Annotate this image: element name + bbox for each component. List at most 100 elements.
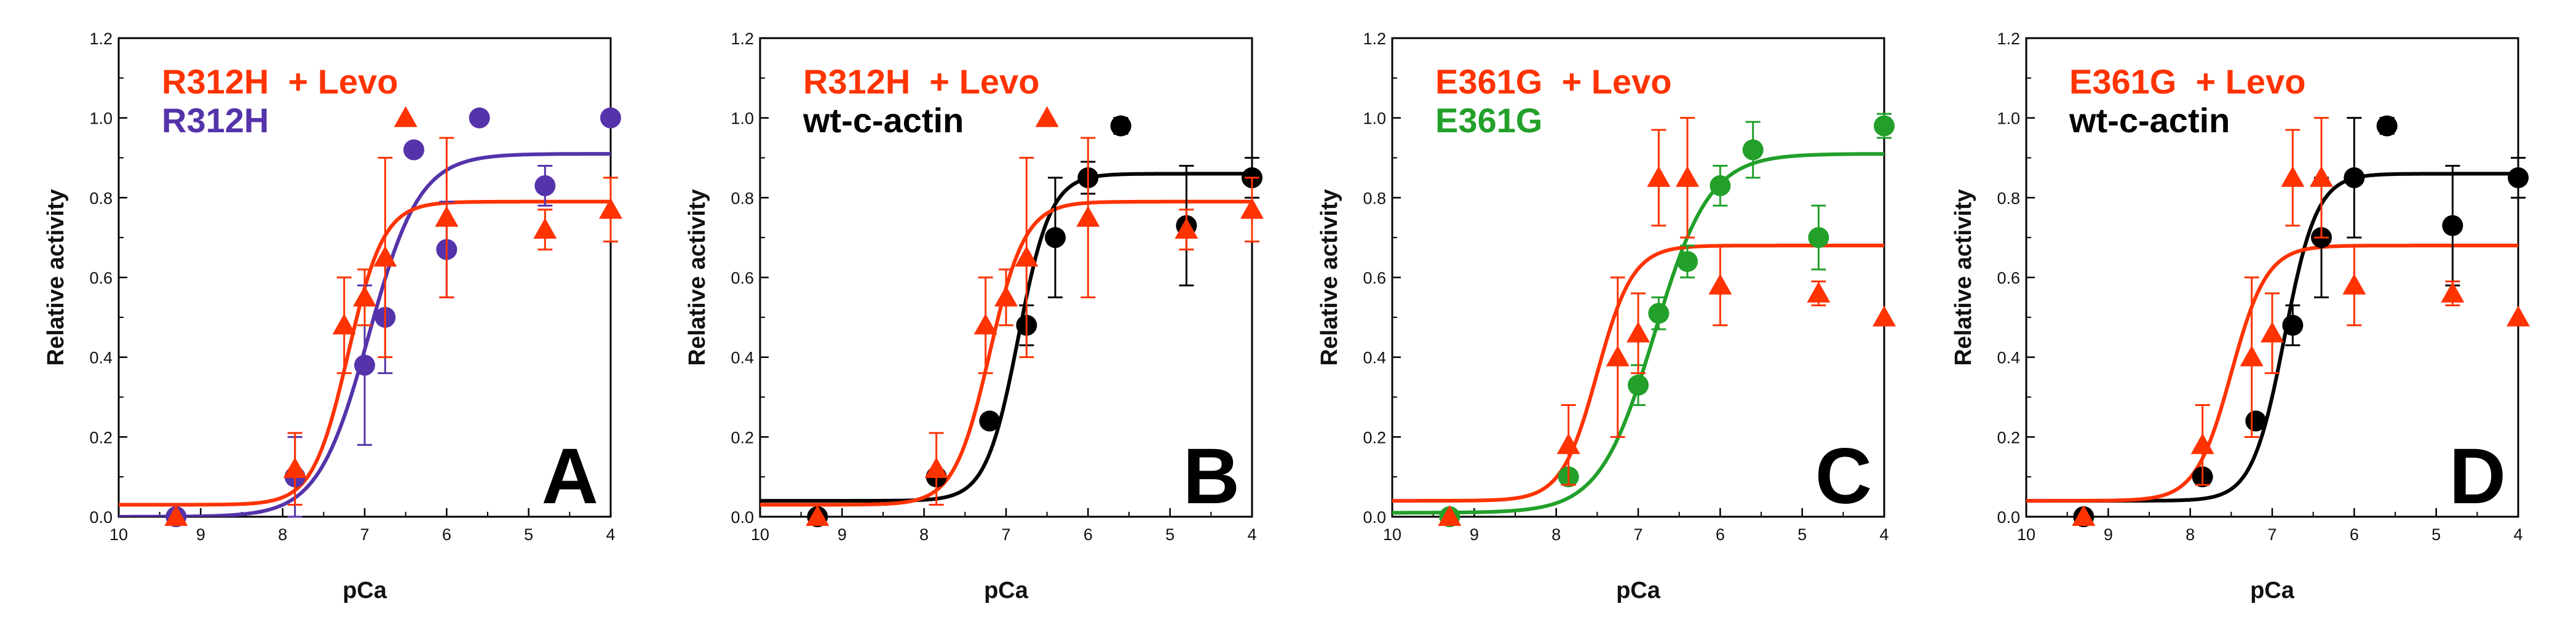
panel-c-e361g-levo-point [1676,165,1699,187]
panel-d-legend-entry: wt-c-actin [2069,101,2230,140]
panel-a-y-tick-label: 1.0 [89,109,113,128]
panel-c-x-tick-label: 5 [1797,525,1807,544]
panel-c-e361g-point [1742,139,1764,161]
panel-b: 10 9 8 7 6 5 4 0.0 0.2 0.4 0.6 0.8 1.0 1.2 pCa Relative… [684,30,1264,603]
panel-d-y-tick-label: 0.8 [1997,189,2020,207]
panel-c: 10 9 8 7 6 5 4 0.0 0.2 0.4 0.6 0.8 1.0 1.2 pCa Relative… [1317,30,1896,603]
panel-d-wt-c-actin-point [2442,215,2463,236]
panel-b-x-tick-label: 5 [1165,525,1175,544]
panel-b-y-tick-label: 1.0 [731,109,754,128]
panel-a-r312h-levo-point [353,285,376,307]
panel-b-y-tick-label: 1.2 [731,30,754,48]
panel-a-y-tick-label: 0.6 [89,269,113,287]
panel-a-x-tick-label: 8 [278,525,287,544]
panel-a-y-tick-label: 0.4 [89,349,113,367]
panel-d-e361g-levo-point [2072,505,2096,526]
panel-d-e361g-levo-point [2441,281,2465,303]
panel-b-wt-c-actin-point [1110,115,1131,137]
panel-a-x-tick-label: 9 [196,525,205,544]
panel-c-legend-entry: E361G [1435,101,1542,140]
panel-d-x-tick-label: 7 [2267,525,2277,544]
panel-c-x-axis-label: pCa [1616,578,1661,603]
panel-d-x-tick-label: 9 [2104,525,2113,544]
panel-c-legend-entry: E361G + Levo [1435,62,1671,101]
panel-b-x-tick-label: 9 [838,525,847,544]
panel-c-e361g-point [1628,375,1649,396]
panel-b-wt-c-actin-point [1045,227,1066,249]
panel-c-y-tick-label: 0.2 [1363,428,1386,447]
panel-b-x-tick-label: 8 [919,525,929,544]
panel-b-r312h-levo-point [994,285,1018,307]
panel-d-panel-letter: D [2449,432,2506,520]
panel-c-x-tick-label: 7 [1633,525,1643,544]
panel-d-wt-c-actin-point [2508,167,2529,188]
panel-c-e361g-levo-point [1627,321,1650,343]
panel-d-y-axis-label: Relative activity [1951,189,1976,365]
panel-c-x-tick-label: 4 [1879,525,1888,544]
panel-c-y-axis-label: Relative activity [1317,189,1342,365]
panel-b-wt-c-actin-fit-curve [760,172,1252,503]
panel-a-r312h-levo-point [164,505,188,526]
panel-c-e361g-levo-point [1606,345,1630,367]
panel-a-r312h-point [469,107,490,129]
panel-b-legend-entry: wt-c-actin [803,101,964,140]
panel-c-y-tick-label: 0.4 [1363,349,1386,367]
panel-d-y-tick-label: 0.4 [1997,349,2020,367]
panel-b-r312h-levo-point [1015,245,1039,267]
panel-c-e361g-point [1648,303,1670,324]
panel-d-e361g-levo-point [2190,433,2214,455]
panel-d: 10 9 8 7 6 5 4 0.0 0.2 0.4 0.6 0.8 1.0 1.2 pCa Relative… [1951,30,2530,603]
panel-b-x-tick-label: 6 [1084,525,1093,544]
panel-c-y-tick-label: 0.6 [1363,269,1386,287]
panel-b-r312h-levo-point [1175,218,1199,239]
panel-c-x-tick-label: 6 [1716,525,1725,544]
panel-c-e361g-point [1874,115,1895,137]
panel-c-x-tick-label: 10 [1383,525,1401,544]
panel-b-x-axis-label: pCa [984,578,1029,603]
panel-a-y-tick-label: 0.2 [89,428,113,447]
panel-d-e361g-levo-fit-curve [2026,244,2518,503]
panel-d-e361g-levo-point [2342,273,2366,295]
panel-b-x-tick-label: 7 [1001,525,1010,544]
panel-a-r312h-levo-point [394,106,418,127]
panel-a-legend-entry: R312H + Levo [162,62,398,101]
panel-d-y-tick-label: 1.2 [1997,30,2020,48]
panel-c-y-tick-label: 0.0 [1363,508,1386,527]
panel-d-y-tick-label: 1.0 [1997,109,2020,128]
panel-a: 10 9 8 7 6 5 4 0.0 0.2 0.4 0.6 0.8 1.0 1.2 pCa Relative… [43,30,622,603]
panel-a-r312h-point [534,175,556,196]
panel-c-e361g-levo-point [1873,305,1896,327]
panel-a-x-axis-label: pCa [343,578,387,603]
panel-c-x-tick-label: 8 [1552,525,1561,544]
panel-a-r312h-levo-point [283,457,307,479]
panel-c-x-tick-label: 9 [1470,525,1479,544]
panel-d-e361g-levo-point [2507,305,2530,327]
panel-d-x-tick-label: 4 [2513,525,2522,544]
panel-b-y-tick-label: 0.6 [731,269,754,287]
panel-a-y-tick-label: 1.2 [89,30,113,48]
panel-b-y-tick-label: 0.0 [731,508,754,527]
panel-b-y-tick-label: 0.8 [731,189,754,207]
panel-c-e361g-levo-point [1708,273,1732,295]
panel-c-e361g-levo-point [1556,433,1580,455]
panel-b-r312h-levo-point [924,457,948,479]
panel-d-e361g-levo-point [2281,165,2305,187]
panel-b-y-axis-label: Relative activity [684,189,710,365]
panel-d-x-tick-label: 5 [2431,525,2441,544]
panel-d-y-tick-label: 0.0 [1997,508,2020,527]
panel-b-y-tick-label: 0.2 [731,428,754,447]
panel-a-r312h-point [354,354,375,376]
panel-a-r312h-levo-point [599,197,622,219]
panel-d-legend-entry: E361G + Levo [2069,62,2305,101]
panel-b-wt-c-actin-point [979,410,1001,432]
panel-b-panel-letter: B [1183,432,1240,520]
panel-a-x-tick-label: 7 [360,525,369,544]
panel-c-e361g-point [1677,251,1698,273]
panel-a-y-tick-label: 0.8 [89,189,113,207]
panel-a-x-tick-label: 5 [524,525,533,544]
panel-a-r312h-levo-point [435,205,459,227]
panel-c-e361g-levo-point [1438,505,1462,526]
panel-a-r312h-levo-point [332,313,356,335]
panel-b-r312h-levo-point [1076,205,1100,227]
panel-b-r312h-levo-fit-curve [760,199,1252,507]
